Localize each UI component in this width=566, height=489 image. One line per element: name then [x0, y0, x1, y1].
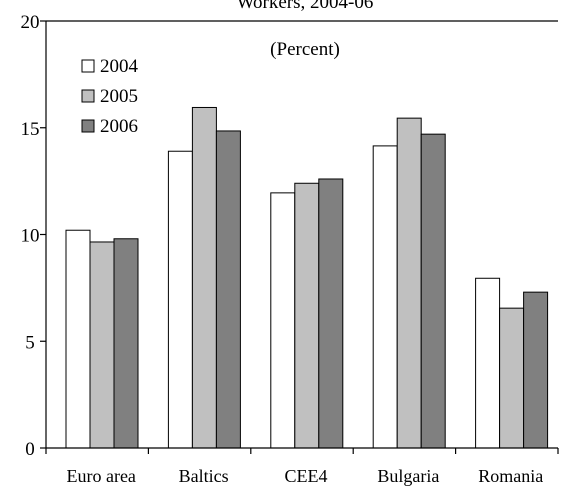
legend-label-2004: 2004 — [100, 56, 139, 77]
bar-2006-euro-area — [113, 238, 139, 449]
y-tick-label: 15 — [21, 119, 40, 140]
y-tick-label: 10 — [21, 226, 40, 247]
x-tick-label: Bulgaria — [377, 466, 439, 486]
bar-2005-euro-area — [89, 241, 115, 449]
x-tick-label: Baltics — [179, 466, 229, 486]
legend-swatch-2005 — [81, 89, 95, 103]
bar-2006-bulgaria — [420, 133, 446, 449]
y-tick-label: 0 — [25, 439, 35, 460]
legend-swatch-2006 — [81, 119, 95, 133]
chart-subtitle: (Percent) — [270, 39, 340, 60]
bar-2004-romania — [475, 277, 501, 449]
legend-label-2006: 2006 — [100, 116, 138, 137]
bar-2005-bulgaria — [396, 117, 422, 449]
bar-2004-cee4 — [270, 192, 296, 449]
bar-2005-romania — [499, 307, 525, 449]
bar-2004-bulgaria — [372, 145, 398, 449]
bars-group — [65, 106, 549, 449]
axes-group: Euro area Baltics CEE4 Bulgaria Romania 0 5 10 1… — [21, 12, 559, 486]
bar-2005-baltics — [191, 106, 217, 449]
bar-2004-baltics — [167, 150, 193, 449]
x-tick-label: Romania — [478, 466, 543, 486]
bar-2004-euro-area — [65, 229, 91, 449]
bar-2006-baltics — [215, 130, 241, 449]
x-tick-label: CEE4 — [285, 466, 328, 486]
y-tick-label: 20 — [21, 12, 40, 33]
chart-title: Workers, 2004-06 — [237, 0, 374, 13]
bar-2005-cee4 — [294, 182, 320, 449]
legend: 2004 2005 2006 — [81, 56, 139, 137]
bar-2006-cee4 — [318, 178, 344, 449]
x-tick-label: Euro area — [66, 466, 135, 486]
legend-swatch-2004 — [81, 59, 95, 73]
bar-2006-romania — [523, 291, 549, 449]
y-tick-label: 5 — [25, 332, 35, 353]
legend-label-2005: 2005 — [100, 86, 138, 107]
